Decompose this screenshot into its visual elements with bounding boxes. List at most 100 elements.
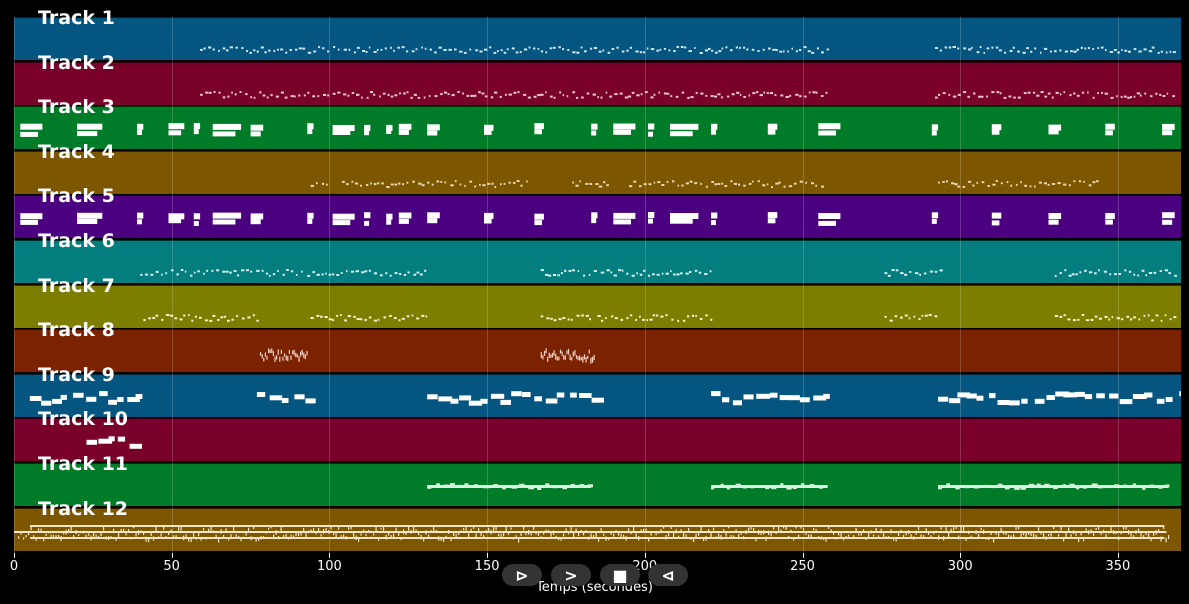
note — [1095, 527, 1097, 530]
note — [135, 532, 137, 537]
note — [180, 526, 182, 531]
note — [853, 534, 855, 539]
notes-layer — [200, 46, 1176, 54]
note — [576, 96, 579, 99]
note — [193, 271, 196, 274]
note — [605, 91, 608, 94]
note — [130, 536, 132, 540]
note — [108, 436, 115, 442]
note — [259, 90, 262, 93]
fast-forward-button[interactable]: > — [551, 564, 591, 586]
track-lane[interactable] — [14, 284, 1181, 328]
note — [540, 314, 544, 317]
play-button[interactable]: ⊳ — [502, 564, 542, 586]
note — [925, 527, 927, 531]
note — [603, 180, 606, 183]
note — [448, 529, 450, 534]
note — [1054, 314, 1059, 317]
note — [985, 536, 987, 540]
note — [670, 94, 673, 97]
note — [410, 529, 412, 534]
note — [108, 535, 110, 540]
track-lane[interactable] — [14, 507, 1181, 551]
note — [663, 525, 665, 529]
note — [883, 532, 885, 538]
note — [973, 92, 976, 95]
note — [983, 52, 985, 54]
note — [488, 527, 490, 531]
note — [733, 534, 735, 538]
note — [412, 180, 415, 183]
note — [752, 180, 754, 183]
note — [450, 536, 452, 541]
note — [900, 272, 904, 275]
track-lane[interactable] — [14, 329, 1181, 373]
stop-button[interactable]: ■ — [600, 564, 640, 586]
note — [513, 181, 516, 184]
note — [197, 270, 200, 273]
note — [711, 486, 715, 490]
note — [336, 274, 340, 276]
note — [348, 48, 351, 51]
track-lane[interactable] — [14, 463, 1181, 506]
note — [673, 273, 676, 276]
note — [520, 184, 523, 187]
track-label: Track 8 — [38, 319, 115, 342]
rewind-button[interactable]: ⊲ — [648, 564, 688, 586]
note — [670, 213, 699, 220]
note — [470, 528, 472, 532]
note — [705, 313, 708, 316]
note — [820, 536, 822, 540]
track-lane[interactable] — [14, 418, 1181, 462]
tick-mark — [171, 553, 173, 558]
note — [605, 536, 607, 541]
note — [1136, 91, 1141, 94]
note — [540, 50, 544, 53]
note — [1148, 532, 1150, 537]
note — [1118, 273, 1121, 275]
note — [1111, 315, 1114, 318]
note — [1179, 390, 1181, 396]
track-lane[interactable] — [14, 150, 1181, 194]
note — [1084, 393, 1093, 399]
note — [931, 124, 939, 131]
note — [714, 95, 718, 98]
note — [915, 530, 917, 535]
note — [110, 535, 112, 539]
note — [828, 525, 830, 529]
track-lane[interactable] — [14, 61, 1181, 105]
note — [1096, 393, 1105, 399]
note — [1055, 91, 1059, 94]
track-label: Track 12 — [38, 497, 129, 520]
playback-controls: ⊳ > ■ ⊲ — [502, 564, 692, 586]
note — [649, 318, 653, 321]
note — [721, 182, 724, 185]
note — [265, 272, 269, 275]
note — [387, 93, 390, 96]
tick-mark — [329, 553, 331, 558]
note — [533, 47, 536, 50]
note — [935, 529, 937, 533]
track-lane[interactable] — [14, 17, 1181, 60]
note — [865, 536, 867, 540]
track-label: Track 3 — [38, 96, 115, 119]
note — [421, 183, 425, 186]
note — [293, 534, 295, 538]
note — [443, 537, 445, 542]
note — [1015, 183, 1018, 186]
note — [1169, 50, 1172, 53]
track-lane[interactable] — [14, 106, 1181, 150]
note — [1105, 219, 1113, 225]
note — [552, 485, 558, 489]
track-lane[interactable] — [14, 240, 1181, 283]
note — [298, 356, 300, 363]
note — [1141, 269, 1145, 272]
track-lane[interactable] — [14, 195, 1181, 239]
track-lane[interactable] — [14, 373, 1181, 417]
note — [58, 534, 60, 538]
note — [280, 349, 282, 355]
note — [572, 351, 574, 357]
note — [370, 182, 372, 185]
grid-line — [487, 17, 489, 553]
note — [767, 212, 778, 219]
